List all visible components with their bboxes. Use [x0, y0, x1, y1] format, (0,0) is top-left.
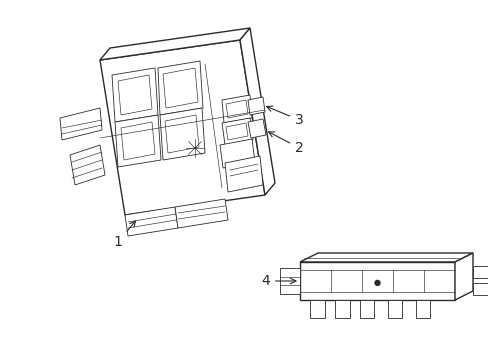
Polygon shape [280, 268, 299, 294]
Text: 1: 1 [113, 221, 135, 249]
Polygon shape [334, 300, 349, 318]
Polygon shape [125, 207, 178, 236]
Polygon shape [247, 119, 265, 138]
Polygon shape [100, 40, 264, 215]
Polygon shape [225, 100, 247, 118]
Polygon shape [70, 145, 105, 185]
Polygon shape [359, 300, 373, 318]
Text: 3: 3 [266, 106, 303, 127]
Polygon shape [387, 300, 401, 318]
Polygon shape [309, 300, 325, 318]
Polygon shape [415, 300, 429, 318]
Polygon shape [299, 262, 454, 300]
Polygon shape [222, 95, 251, 123]
Polygon shape [454, 253, 472, 300]
Polygon shape [118, 75, 152, 115]
Polygon shape [60, 108, 102, 140]
Polygon shape [247, 97, 264, 115]
Circle shape [374, 280, 379, 285]
Polygon shape [220, 139, 254, 168]
Polygon shape [121, 122, 155, 160]
Polygon shape [224, 156, 263, 192]
Polygon shape [115, 115, 161, 167]
Polygon shape [164, 115, 199, 153]
Polygon shape [160, 108, 204, 160]
Polygon shape [225, 123, 247, 140]
Polygon shape [299, 253, 472, 262]
Polygon shape [112, 68, 158, 122]
Polygon shape [240, 28, 274, 195]
Polygon shape [158, 61, 203, 115]
Text: 2: 2 [268, 132, 303, 155]
Polygon shape [222, 118, 252, 145]
Polygon shape [175, 199, 227, 228]
Polygon shape [163, 68, 198, 108]
Polygon shape [472, 283, 488, 295]
Polygon shape [100, 28, 249, 60]
Text: 4: 4 [261, 274, 295, 288]
Polygon shape [472, 266, 488, 278]
